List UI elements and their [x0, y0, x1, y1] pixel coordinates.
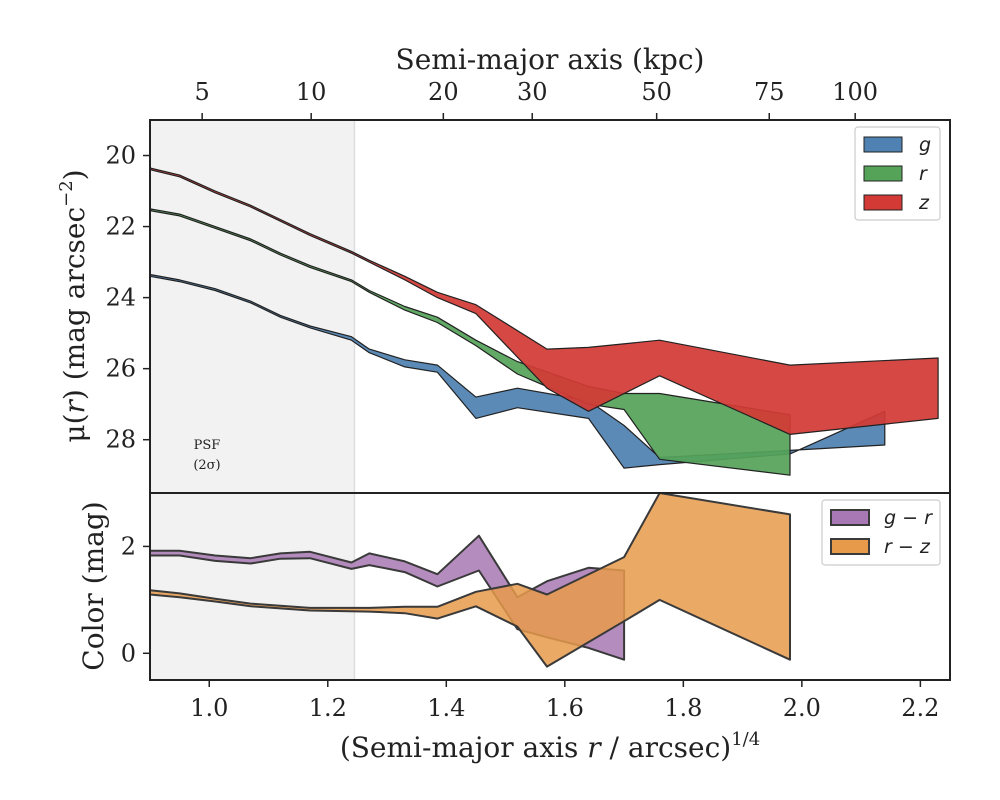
legend-label-r: r [919, 163, 928, 185]
psf-sigma-label: (2σ) [193, 458, 220, 473]
y-tick-label: 22 [105, 213, 136, 241]
series-band-r-z [149, 492, 791, 668]
y-tick-label: 28 [105, 426, 136, 454]
legend-label-r-z: r − z [884, 536, 931, 558]
top-tick-label: 20 [428, 78, 459, 106]
top-tick-label: 50 [641, 78, 672, 106]
color-y-tick-label: 0 [121, 639, 136, 667]
legend-label-g-r: g − r [884, 507, 933, 529]
x-tick-label: 1.0 [190, 694, 228, 722]
top-tick-label: 30 [517, 78, 548, 106]
series-band-r [149, 208, 791, 476]
x-tick-label: 1.8 [664, 694, 702, 722]
y-tick-label: 24 [105, 284, 136, 312]
series-band-z [149, 167, 939, 435]
upper-legend: grz [854, 126, 941, 221]
legend-swatch-g-r [830, 509, 870, 526]
lower-legend: g − r r − z [821, 499, 941, 566]
legend-swatch-g [863, 136, 903, 153]
x-tick-label: 1.4 [427, 694, 465, 722]
surface-brightness-panel: PSF (2σ) 20 22 24 26 28 5 10 20 30 50 75 100 grz μ… [56, 78, 951, 494]
top-tick-label: 5 [195, 78, 210, 106]
x-tick-label: 1.6 [546, 694, 584, 722]
legend-label-z: z [918, 192, 930, 214]
y-tick-label: 20 [105, 142, 136, 170]
top-tick-label: 75 [754, 78, 785, 106]
legend-swatch-r [863, 165, 903, 182]
x-axis-label: (Semi-major axis r / arcsec)1/4 [340, 729, 760, 764]
color-panel: 1.0 1.2 1.4 1.6 1.8 2.0 2.2 0 2 g − r r − z Color… [77, 492, 951, 722]
x-tick-label: 1.2 [309, 694, 347, 722]
color-y-tick-label: 2 [121, 532, 136, 560]
psf-label: PSF [194, 438, 221, 453]
lower-y-axis-label: Color (mag) [77, 501, 110, 670]
y-tick-label: 26 [105, 355, 136, 383]
psf-region-lower [150, 493, 355, 680]
top-tick-label: 10 [296, 78, 327, 106]
legend-swatch-r-z [830, 538, 870, 555]
legend-label-g: g [919, 134, 931, 156]
psf-region [150, 120, 355, 493]
x-tick-label: 2.0 [783, 694, 821, 722]
x-tick-label: 2.2 [901, 694, 939, 722]
top-axis-label: Semi-major axis (kpc) [396, 43, 705, 76]
legend-swatch-z [863, 194, 903, 211]
lower-plot-frame [149, 492, 951, 681]
upper-y-axis-label: μ(r) (mag arcsec−2) [56, 169, 91, 442]
top-tick-label: 100 [832, 78, 878, 106]
